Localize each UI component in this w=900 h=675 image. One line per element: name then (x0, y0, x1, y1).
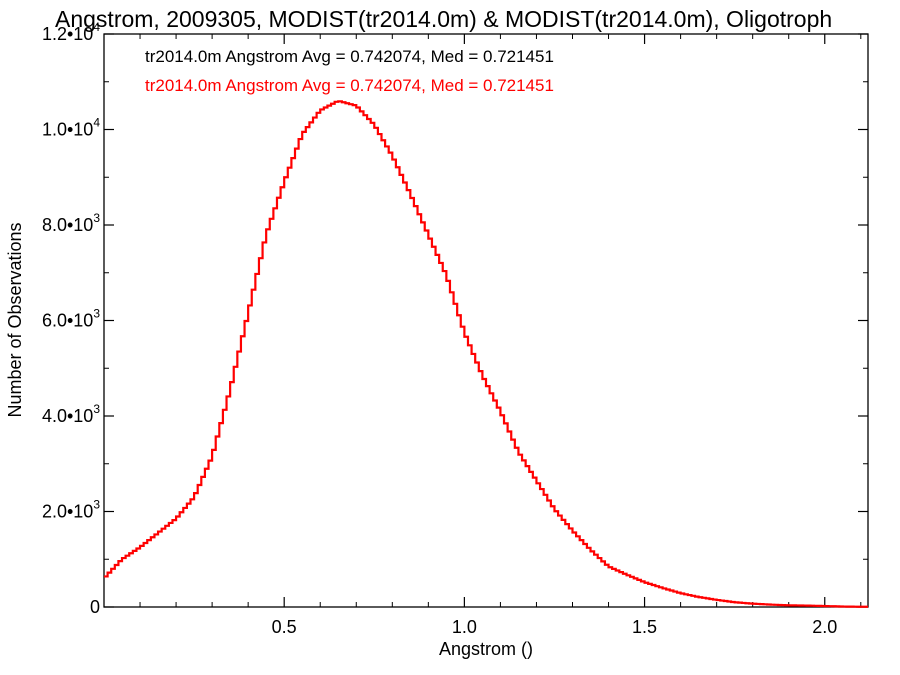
plot-frame (103, 33, 869, 608)
series-layer (104, 100, 868, 608)
legend-entry-black: tr2014.0m Angstrom Avg = 0.742074, Med =… (145, 47, 554, 66)
axis-ticks (104, 33, 868, 608)
x-tick-label: 1.5 (632, 617, 657, 637)
legend-entry-red: tr2014.0m Angstrom Avg = 0.742074, Med =… (145, 76, 554, 95)
y-tick-label: 6.0•103 (42, 307, 100, 331)
y-tick-label: 1.0•104 (42, 116, 100, 140)
chart-title: Angstrom, 2009305, MODIST(tr2014.0m) & M… (55, 6, 832, 32)
tick-labels: 0.5 1.0 1.5 2.0 0 2.0•103 4.0•103 6.0•103 8.0•10… (42, 20, 837, 637)
y-tick-label: 2.0•103 (42, 498, 100, 522)
x-tick-label: 0.5 (272, 617, 297, 637)
x-axis-label: Angstrom () (439, 639, 533, 659)
histogram-series-line (104, 100, 868, 608)
legend: tr2014.0m Angstrom Avg = 0.742074, Med =… (145, 47, 554, 95)
y-tick-label: 1.2•104 (42, 20, 100, 44)
y-tick-label: 8.0•103 (42, 211, 100, 235)
x-tick-label: 1.0 (452, 617, 477, 637)
x-tick-label: 2.0 (812, 617, 837, 637)
y-tick-label: 0 (90, 597, 100, 617)
y-axis-label: Number of Observations (5, 222, 25, 417)
y-tick-label: 4.0•103 (42, 402, 100, 426)
